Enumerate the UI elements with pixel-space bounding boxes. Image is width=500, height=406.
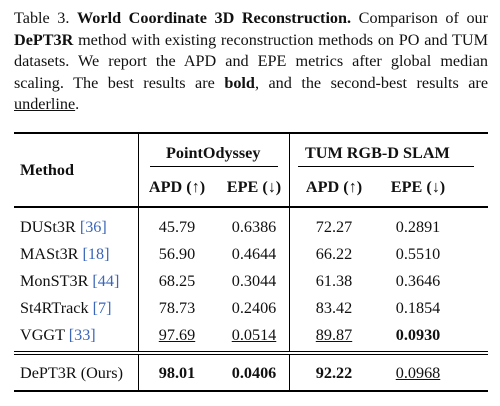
caption-prefix: Table 3. (14, 9, 70, 27)
caption-bold-word: bold (224, 73, 255, 92)
vsep-method-body (138, 208, 139, 351)
row-value-second-best: 89.87 (315, 326, 353, 344)
row-value: 61.38 (315, 272, 353, 290)
subheader-epe-tum: EPE (↓) (390, 178, 446, 196)
row-value-best: 0.0406 (231, 364, 277, 382)
row-value-second-best: 0.0968 (395, 364, 441, 382)
subheader-epe-po: EPE (↓) (226, 178, 282, 196)
row-value-best: 0.0930 (395, 326, 441, 344)
top-rule (14, 132, 488, 134)
row-value: 68.25 (158, 272, 196, 290)
row-value: 78.73 (158, 299, 196, 317)
row-method: MASt3R [18] (20, 245, 110, 263)
row-method: St4RTrack [7] (20, 299, 112, 317)
subheader-apd-tum: APD (↑) (305, 178, 363, 196)
group-header-pointodyssey: PointOdyssey (166, 144, 261, 162)
header-rule (14, 206, 488, 208)
row-value: 0.1854 (395, 299, 441, 317)
group1-rule (150, 166, 278, 167)
row-value: 0.6386 (231, 218, 277, 236)
row-value: 66.22 (315, 245, 353, 263)
row-method: DUSt3R [36] (20, 218, 107, 236)
group-header-tum: TUM RGB-D SLAM (305, 144, 450, 162)
row-value: 0.3646 (395, 272, 441, 290)
row-method-ours: DePT3R (Ours) (20, 364, 123, 382)
vsep-method-ours (138, 355, 139, 390)
row-value: 0.4644 (231, 245, 277, 263)
row-value: 45.79 (158, 218, 196, 236)
caption-title: World Coordinate 3D Reconstruction. (77, 9, 352, 27)
row-value-second-best: 97.69 (158, 326, 196, 344)
ours-rule-1 (14, 351, 488, 352)
row-value: 0.2406 (231, 299, 277, 317)
caption-text-2: method with existing reconstruction meth… (14, 30, 488, 92)
row-value-second-best: 0.0514 (231, 326, 277, 344)
vsep-groups (289, 134, 290, 206)
caption-underline-word: underline (14, 95, 76, 114)
caption-text-3: , and the second-best results are (254, 73, 489, 92)
row-value-best: 98.01 (158, 364, 196, 382)
group2-rule (298, 166, 474, 167)
row-method: MonST3R [44] (20, 272, 120, 290)
caption-method: DePT3R (14, 30, 74, 49)
row-value: 0.3044 (231, 272, 277, 290)
table-caption: Table 3. World Coordinate 3D Reconstruct… (14, 8, 488, 116)
row-value: 72.27 (315, 218, 353, 236)
ours-rule-2 (14, 354, 488, 355)
vsep-method (138, 134, 139, 206)
bottom-rule (14, 390, 488, 392)
vsep-groups-body (289, 208, 290, 351)
row-value: 0.5510 (395, 245, 441, 263)
vsep-groups-ours (289, 355, 290, 390)
row-value-best: 92.22 (315, 364, 353, 382)
row-value: 56.90 (158, 245, 196, 263)
row-method: VGGT [33] (20, 326, 96, 344)
row-value: 0.2891 (395, 218, 441, 236)
caption-text-1: Comparison of our (358, 9, 489, 27)
subheader-apd-po: APD (↑) (148, 178, 206, 196)
method-header: Method (20, 161, 74, 179)
caption-text-4: . (75, 95, 80, 114)
row-value: 83.42 (315, 299, 353, 317)
